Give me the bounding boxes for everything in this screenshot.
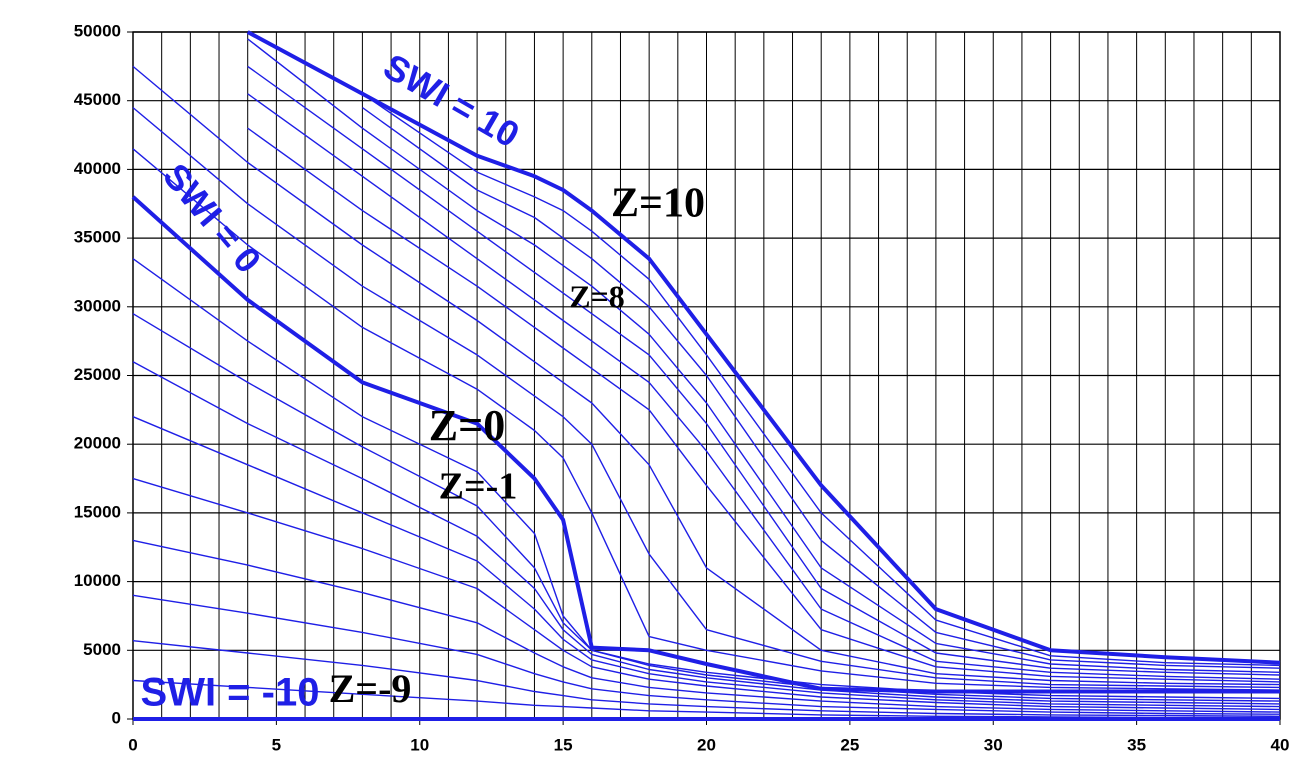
series-line	[132, 539, 1281, 713]
x-tick-label: 20	[697, 735, 716, 754]
series-line	[132, 361, 1281, 705]
x-tick-label: 5	[272, 735, 281, 754]
x-tick-label: 25	[840, 735, 859, 754]
series-line	[132, 679, 1280, 719]
series-line	[247, 127, 1281, 683]
x-tick-label: 40	[1271, 735, 1290, 754]
y-tick-label: 10000	[74, 571, 121, 590]
series-line	[132, 477, 1281, 711]
x-tick-label: 15	[554, 735, 573, 754]
y-tick-label: 15000	[74, 502, 121, 521]
annotation: Z=8	[569, 278, 625, 314]
y-tick-label: 25000	[74, 365, 121, 384]
series-line	[132, 107, 1281, 689]
annotation: Z=-9	[329, 666, 412, 711]
series-line	[132, 65, 1281, 686]
series-line	[247, 65, 1281, 676]
y-tick-label: 45000	[74, 90, 121, 109]
series-line	[131, 195, 1280, 694]
series-line	[247, 93, 1281, 680]
series-line	[132, 416, 1281, 708]
y-tick-label: 30000	[74, 296, 121, 315]
annotation: Z=0	[429, 401, 505, 450]
y-tick-label: 20000	[74, 434, 121, 453]
y-tick-label: 50000	[74, 21, 121, 40]
series-line	[362, 93, 1281, 667]
y-tick-label: 35000	[74, 228, 121, 247]
series-line	[132, 594, 1281, 715]
series-line	[132, 258, 1281, 700]
series-line	[247, 38, 1281, 673]
y-tick-label: 0	[112, 708, 121, 727]
annotation: Z=-1	[439, 466, 518, 508]
annotation: Z=10	[611, 181, 705, 227]
x-tick-label: 10	[410, 735, 429, 754]
series-line	[361, 107, 1281, 669]
series-line	[246, 30, 1281, 665]
series-line	[132, 148, 1281, 691]
x-tick-label: 35	[1127, 735, 1146, 754]
x-tick-label: 0	[128, 735, 137, 754]
y-tick-label: 40000	[74, 159, 121, 178]
series-line	[132, 640, 1281, 717]
y-tick-label: 5000	[83, 640, 121, 659]
annotation: SWI = -10	[141, 671, 320, 715]
x-tick-label: 30	[984, 735, 1003, 754]
